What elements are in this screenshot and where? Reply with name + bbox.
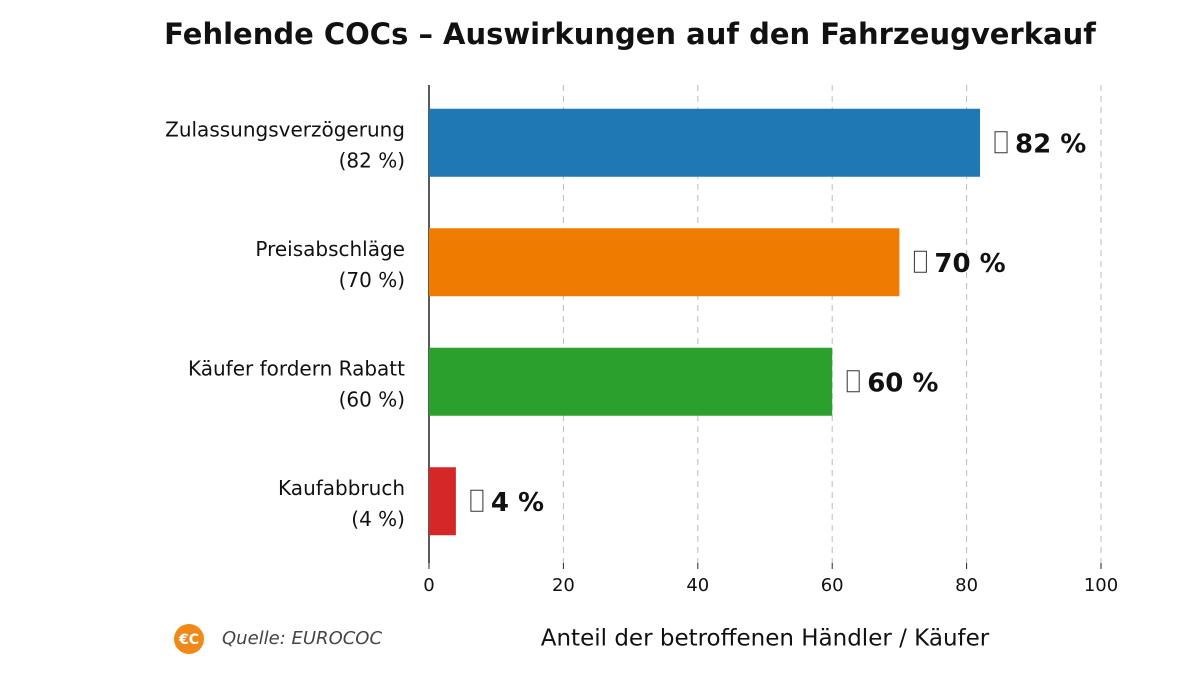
- value-label: 60 %: [867, 368, 938, 398]
- x-axis-label: Anteil der betroffenen Händler / Käufer: [541, 626, 990, 652]
- x-tick-label: 20: [552, 575, 575, 596]
- x-tick-label: 40: [686, 575, 709, 596]
- category-label: Kaufabbruch: [278, 476, 405, 500]
- missing-glyph-box: [913, 250, 927, 273]
- chart-title: Fehlende COCs – Auswirkungen auf den Fah…: [164, 17, 1096, 51]
- value-label: 4 %: [491, 488, 544, 518]
- source-logo-circle: [174, 624, 204, 654]
- source-logo: €C: [178, 632, 199, 648]
- category-sublabel: (60 %): [339, 387, 405, 411]
- bar: [429, 467, 456, 536]
- missing-glyph-box: [470, 489, 484, 512]
- x-tick-label: 0: [423, 575, 434, 596]
- missing-glyph-box: [846, 370, 860, 393]
- category-sublabel: (4 %): [351, 507, 405, 531]
- value-label: 70 %: [934, 249, 1005, 279]
- value-label: 82 %: [1015, 129, 1086, 159]
- x-tick-label: 80: [955, 575, 978, 596]
- category-label: Zulassungsverzögerung: [165, 117, 405, 141]
- missing-glyph-box: [994, 131, 1008, 154]
- bar: [429, 108, 981, 177]
- category-sublabel: (82 %): [339, 148, 405, 172]
- category-label: Preisabschläge: [255, 237, 405, 261]
- x-tick-label: 100: [1084, 575, 1118, 596]
- bar: [429, 228, 900, 297]
- source: Quelle: EUROCOC: [222, 628, 382, 649]
- bar: [429, 347, 833, 416]
- category-label: Käufer fordern Rabatt: [188, 356, 405, 380]
- x-tick-label: 60: [821, 575, 844, 596]
- category-sublabel: (70 %): [339, 268, 405, 292]
